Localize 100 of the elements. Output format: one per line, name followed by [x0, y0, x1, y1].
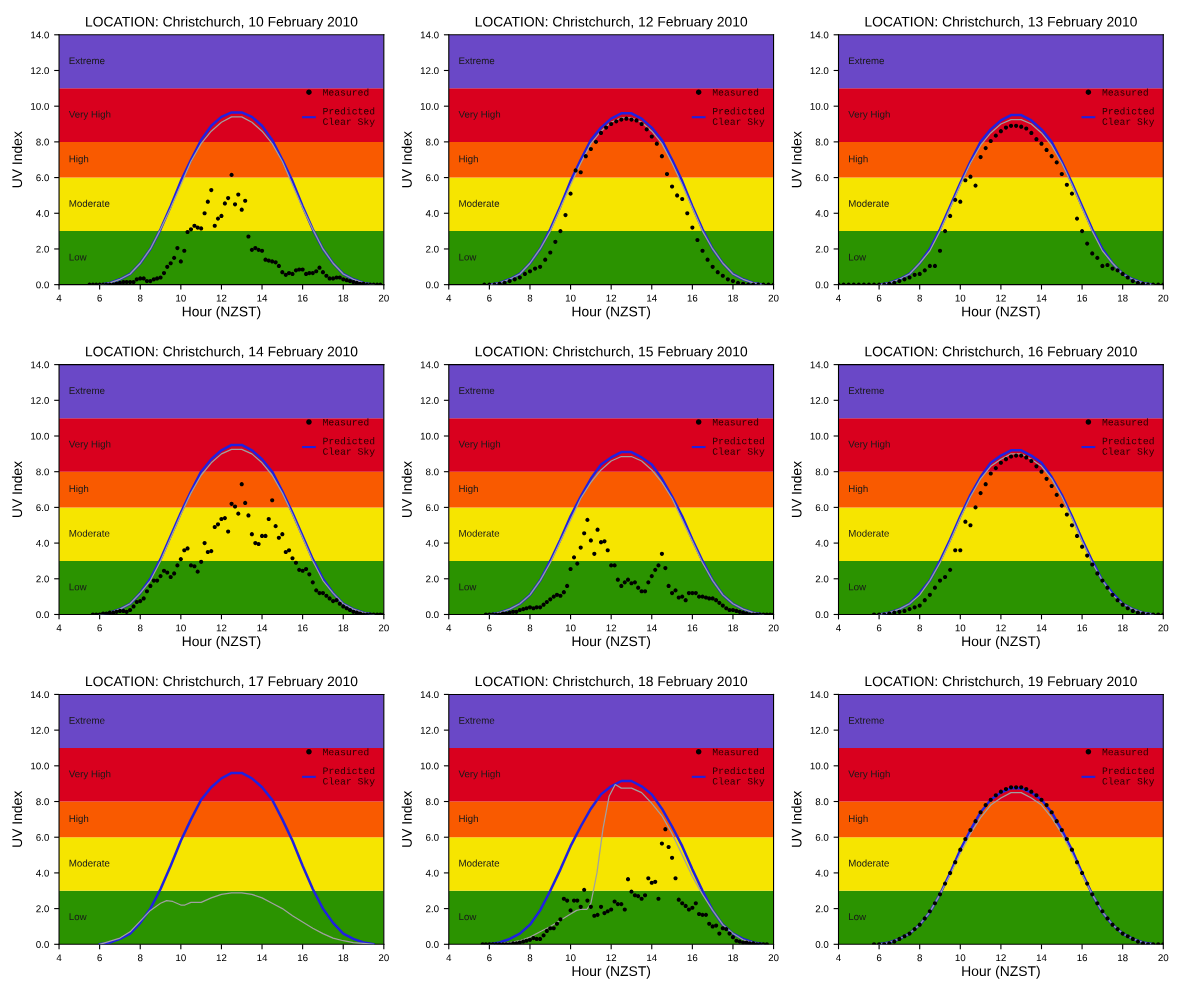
point	[1130, 608, 1135, 613]
band-label: Low	[849, 913, 867, 921]
legend-label: Predicted Clear Sky	[712, 437, 765, 457]
x-tick-label: 16	[297, 954, 308, 962]
x-tick-label: 12	[996, 624, 1006, 632]
point	[1090, 892, 1095, 897]
y-tick-label: 4.0	[815, 539, 829, 547]
x-tick-label: 4	[836, 624, 841, 632]
x-tick-label: 6	[876, 624, 882, 632]
y-tick-label: 0.0	[425, 611, 439, 619]
band-label: Moderate	[69, 199, 110, 207]
x-tick-label: 14	[1036, 624, 1047, 632]
y-tick-label: 8.0	[36, 138, 49, 146]
point	[968, 827, 973, 833]
legend-label: Predicted Clear Sky	[1102, 766, 1155, 787]
point	[588, 146, 593, 152]
band-label: Moderate	[849, 859, 889, 867]
point	[609, 121, 614, 127]
legend-label: Predicted Clear Sky	[712, 107, 765, 127]
y-tick-label: 12.0	[420, 726, 439, 734]
band-label: High	[459, 155, 478, 165]
x-axis-title: Hour (NZST)	[962, 965, 1040, 979]
band-label: Extreme	[69, 57, 105, 65]
band-label: Moderate	[849, 199, 889, 207]
x-axis-title: Hour (NZST)	[572, 636, 651, 649]
band-label: Very High	[848, 440, 890, 450]
point	[937, 892, 943, 897]
x-tick-label: 20	[1158, 294, 1169, 302]
y-tick-label: 0.0	[425, 941, 439, 948]
x-tick-label: 8	[917, 294, 922, 302]
chart-title: LOCATION: Christchurch, 17 February 2010	[86, 676, 358, 689]
y-tick-label: 0.0	[36, 611, 49, 619]
y-axis-title: UV Index	[11, 131, 23, 188]
band-label: Moderate	[459, 529, 500, 537]
band-label: Low	[459, 913, 477, 921]
point	[517, 275, 522, 280]
y-axis-title: UV Index	[401, 790, 412, 847]
y-tick-label: 10.0	[810, 762, 829, 770]
point	[1054, 819, 1059, 824]
y-tick-label: 12.0	[810, 397, 829, 404]
y-tick-label: 6.0	[36, 174, 49, 182]
band-label: Low	[69, 583, 87, 591]
line-series	[99, 892, 375, 945]
x-axis-title: Hour (NZST)	[182, 306, 261, 320]
band-label: High	[69, 485, 89, 495]
y-tick-label: 4.0	[425, 539, 439, 547]
x-tick-label: 16	[687, 954, 698, 962]
y-tick-label: 8.0	[425, 798, 439, 806]
x-tick-label: 4	[56, 954, 62, 962]
point	[968, 523, 973, 528]
legend-label: Measured	[712, 88, 759, 96]
band-label: Very High	[848, 770, 890, 780]
point	[1085, 553, 1090, 558]
band-label: High	[849, 155, 868, 165]
x-tick-label: 12	[216, 624, 227, 632]
point	[897, 609, 902, 614]
point	[1034, 793, 1039, 798]
point	[512, 277, 517, 282]
x-tick-label: 6	[487, 294, 492, 302]
point	[963, 836, 968, 842]
point	[958, 548, 963, 553]
point	[1069, 523, 1075, 528]
y-tick-label: 2.0	[426, 905, 439, 913]
x-tick-label: 6	[876, 954, 882, 962]
legend-label: Predicted Clear Sky	[323, 107, 375, 127]
x-tick-label: 12	[996, 294, 1006, 302]
point	[1019, 785, 1024, 790]
x-tick-label: 16	[687, 624, 698, 632]
point	[1080, 544, 1085, 549]
y-tick-label: 14.0	[810, 361, 829, 369]
band-label: Very High	[458, 770, 501, 780]
point	[902, 934, 907, 939]
y-tick-label: 6.0	[815, 174, 829, 182]
y-tick-label: 12.0	[420, 397, 439, 404]
band-label: Very High	[848, 110, 890, 120]
y-tick-label: 10.0	[810, 102, 829, 110]
point	[948, 567, 953, 572]
point	[1014, 785, 1019, 790]
band-label: Low	[69, 253, 87, 261]
y-axis-title: UV Index	[11, 461, 23, 518]
x-tick-label: 12	[606, 954, 617, 962]
x-tick-label: 20	[768, 624, 779, 632]
point	[942, 574, 948, 580]
x-tick-label: 18	[728, 954, 738, 962]
point	[695, 237, 700, 243]
x-tick-label: 6	[97, 624, 102, 632]
band-label: Very High	[458, 110, 501, 120]
band-label: Very High	[68, 440, 111, 450]
point	[563, 212, 568, 218]
chart-title: LOCATION: Christchurch, 12 February 2010	[475, 16, 748, 30]
legend-label: Measured	[712, 748, 759, 756]
x-tick-label: 10	[176, 294, 186, 302]
y-tick-label: 12.0	[31, 67, 49, 75]
y-tick-label: 14.0	[31, 691, 49, 699]
band-label: Moderate	[69, 529, 110, 537]
y-tick-label: 10.0	[420, 102, 439, 110]
point	[624, 116, 629, 121]
x-tick-label: 4	[446, 294, 452, 302]
band-label: Very High	[68, 770, 111, 780]
band-label: Extreme	[459, 387, 495, 394]
